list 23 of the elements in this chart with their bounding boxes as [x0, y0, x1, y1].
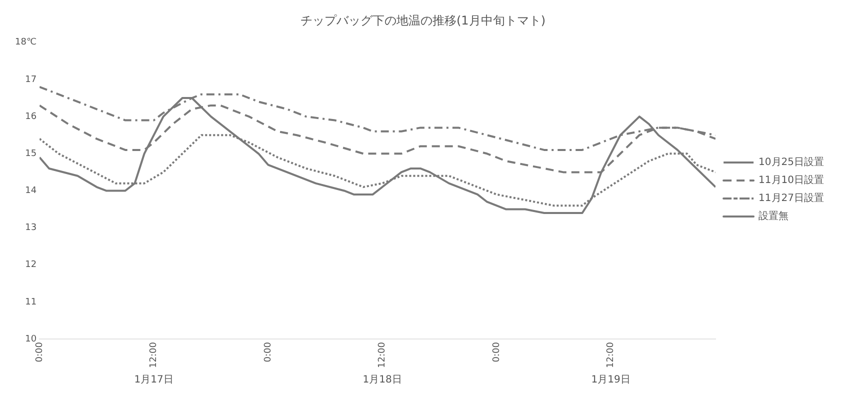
x-tick-label: 0:00 [34, 342, 45, 362]
y-tick-label: 11 [25, 297, 37, 308]
y-tick-label: 14 [25, 186, 37, 196]
legend-label: 11月27日設置 [758, 192, 824, 204]
x-tick-label: 12:00 [149, 342, 160, 368]
y-tick-label: 16 [25, 112, 37, 122]
y-tick-label: 18℃ [14, 38, 37, 48]
y-tick-label: 10 [25, 334, 37, 344]
legend-label: 設置無 [758, 210, 789, 222]
chart-title: チップバッグ下の地温の推移(1月中旬トマト) [300, 13, 546, 28]
y-tick-label: 13 [25, 223, 37, 234]
x-tick-label: 12:00 [378, 342, 388, 368]
x-tick-label: 0:00 [263, 342, 274, 362]
legend-label: 10月25日設置 [758, 156, 824, 168]
y-tick-label: 15 [25, 148, 37, 159]
x-tick-label: 0:00 [492, 342, 502, 362]
text: 1月18日 [362, 374, 402, 386]
y-tick-label: 17 [25, 74, 37, 85]
legend-label: 11月10日設置 [758, 174, 824, 186]
y-tick-label: 12 [25, 260, 37, 270]
text: 1月17日 [134, 374, 174, 386]
x-tick-label: 12:00 [606, 342, 616, 368]
text: 1月19日 [591, 374, 630, 386]
